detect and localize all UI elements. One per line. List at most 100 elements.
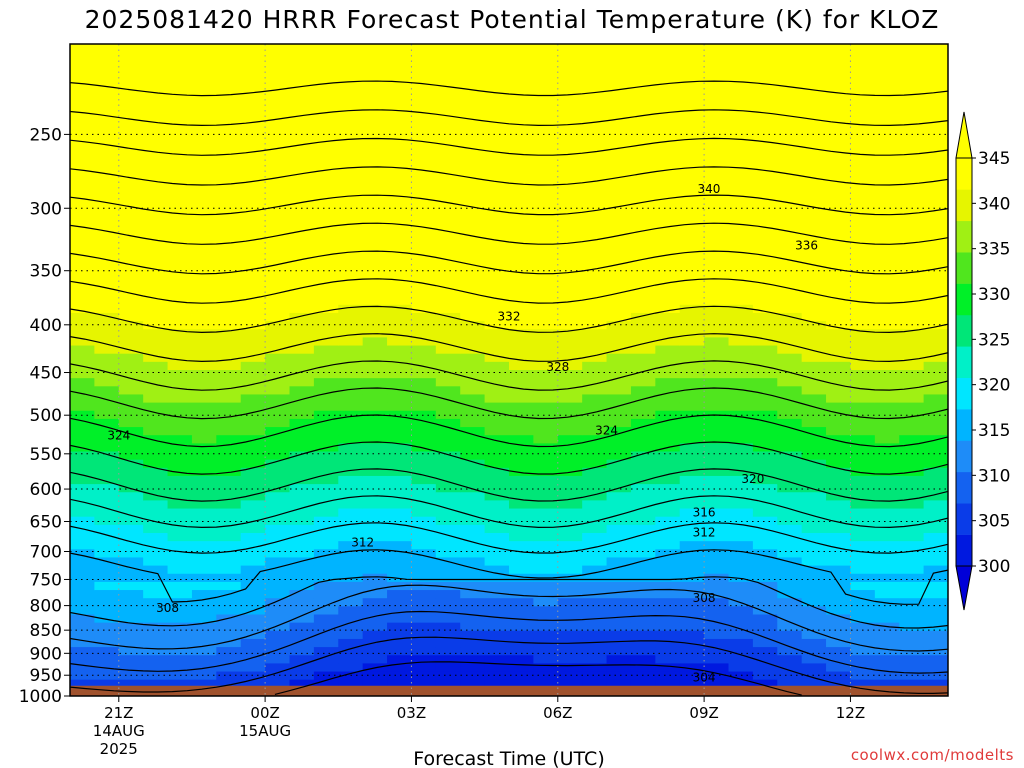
field-cell — [801, 68, 827, 78]
field-cell — [118, 361, 144, 371]
field-cell — [338, 581, 364, 591]
field-cell — [411, 141, 437, 151]
field-cell — [606, 117, 632, 127]
field-cell — [509, 671, 534, 681]
field-cell — [167, 647, 193, 656]
field-cell — [557, 133, 583, 143]
field-cell — [167, 264, 193, 273]
field-cell — [411, 101, 437, 110]
field-cell — [240, 149, 266, 159]
field-cell — [728, 508, 754, 518]
field-cell — [606, 435, 632, 444]
field-cell — [533, 207, 559, 216]
field-cell — [704, 524, 730, 534]
field-cell — [191, 370, 217, 379]
field-cell — [143, 435, 169, 444]
field-cell — [899, 76, 925, 86]
field-cell — [338, 52, 364, 61]
field-cell — [899, 101, 925, 110]
field-cell — [94, 60, 120, 70]
field-cell — [630, 280, 656, 290]
field-cell — [728, 614, 754, 624]
field-cell — [240, 231, 266, 241]
field-cell — [777, 516, 803, 526]
field-cell — [118, 630, 144, 640]
field-cell — [533, 223, 559, 233]
field-cell — [289, 402, 315, 412]
field-cell — [216, 353, 242, 363]
field-cell — [167, 223, 193, 233]
field-cell — [460, 174, 486, 184]
field-cell — [728, 451, 754, 461]
field-cell — [387, 174, 413, 184]
field-cell — [582, 533, 608, 542]
field-cell — [362, 614, 388, 624]
field-cell — [94, 655, 120, 664]
field-cell — [313, 370, 339, 379]
field-cell — [167, 68, 193, 78]
field-cell — [313, 288, 339, 298]
field-cell — [289, 239, 315, 249]
field-cell — [704, 541, 730, 550]
field-cell — [265, 280, 291, 290]
field-cell — [191, 223, 217, 233]
field-cell — [167, 394, 193, 404]
field-cell — [118, 679, 144, 689]
field-cell — [435, 573, 461, 583]
field-cell — [362, 264, 388, 273]
field-cell — [435, 386, 461, 396]
field-cell — [191, 337, 217, 347]
field-cell — [118, 329, 144, 338]
field-cell — [240, 264, 266, 273]
field-cell — [411, 492, 437, 501]
field-cell — [94, 345, 120, 355]
field-cell — [850, 321, 876, 330]
field-cell — [582, 231, 608, 241]
field-cell — [630, 524, 656, 534]
field-cell — [850, 117, 876, 127]
field-cell — [899, 158, 925, 167]
field-cell — [899, 378, 925, 387]
field-cell — [850, 223, 876, 233]
field-cell — [70, 280, 95, 290]
field-cell — [484, 345, 510, 355]
field-cell — [338, 304, 364, 314]
field-cell — [850, 288, 876, 298]
field-cell — [94, 394, 120, 404]
field-cell — [801, 288, 827, 298]
field-cell — [240, 60, 266, 70]
field-cell — [94, 239, 120, 249]
field-cell — [655, 386, 681, 396]
field-cell — [923, 215, 948, 224]
field-cell — [265, 459, 291, 469]
field-cell — [801, 345, 827, 355]
field-cell — [484, 182, 510, 192]
field-cell — [362, 459, 388, 469]
field-cell — [582, 679, 608, 689]
field-cell — [265, 410, 291, 420]
field-cell — [850, 541, 876, 550]
field-cell — [801, 598, 827, 607]
field-cell — [655, 500, 681, 510]
field-cell — [484, 92, 510, 102]
field-cell — [606, 386, 632, 396]
field-cell — [630, 655, 656, 664]
field-cell — [70, 435, 95, 444]
field-cell — [557, 288, 583, 298]
field-cell — [777, 329, 803, 338]
field-cell — [362, 386, 388, 396]
field-cell — [923, 549, 948, 559]
field-cell — [167, 378, 193, 387]
field-cell — [265, 524, 291, 534]
field-cell — [679, 467, 705, 477]
field-cell — [167, 312, 193, 322]
field-cell — [874, 418, 900, 428]
field-cell — [94, 101, 120, 110]
field-cell — [728, 304, 754, 314]
field-cell — [216, 76, 242, 86]
field-cell — [923, 370, 948, 379]
colorbar-segment — [956, 346, 972, 378]
field-cell — [240, 467, 266, 477]
field-cell — [679, 215, 705, 224]
field-cell — [533, 158, 559, 167]
